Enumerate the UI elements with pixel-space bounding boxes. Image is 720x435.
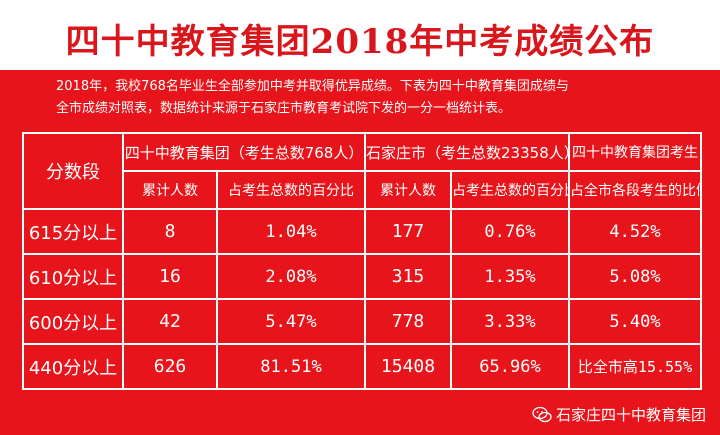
cell-group-percent: 81.51% <box>215 343 367 390</box>
cell-city-percent: 0.76% <box>450 208 571 255</box>
intro-text: 2018年，我校768名毕业生全部参加中考并取得优异成绩。下表为四十中教育集团成… <box>56 76 676 120</box>
header-group-percent: 占考生总数的百分比 <box>215 170 367 210</box>
table-row: 615分以上 8 1.04% 177 0.76% 4.52% <box>22 208 703 255</box>
table-row: 600分以上 42 5.47% 778 3.33% 5.40% <box>22 298 703 345</box>
cell-segment: 600分以上 <box>22 298 124 345</box>
cell-city-cumulative: 778 <box>364 298 453 345</box>
cell-group-cumulative: 16 <box>122 253 218 300</box>
cell-group-cumulative: 626 <box>122 343 218 390</box>
header-city-cumulative: 累计人数 <box>364 170 453 210</box>
cell-city-percent: 1.35% <box>450 253 571 300</box>
cell-group-cumulative: 42 <box>122 298 218 345</box>
header-city: 石家庄市（考生总数23358人） <box>364 132 571 172</box>
cell-ratio: 4.52% <box>568 208 703 255</box>
cell-group-percent: 1.04% <box>215 208 367 255</box>
cell-city-cumulative: 15408 <box>364 343 453 390</box>
table-row: 610分以上 16 2.08% 315 1.35% 5.08% <box>22 253 703 300</box>
watermark-text: 石家庄四十中教育集团 <box>555 406 706 424</box>
score-table: 分数段 四十中教育集团（考生总数768人） 石家庄市（考生总数23358人） 四… <box>22 132 703 390</box>
header-score-segment: 分数段 <box>22 132 124 210</box>
cell-city-percent: 65.96% <box>450 343 571 390</box>
cell-group-percent: 2.08% <box>215 253 367 300</box>
cell-segment: 440分以上 <box>22 343 124 390</box>
header-group: 四十中教育集团（考生总数768人） <box>121 132 367 172</box>
header-ratio-line2: 占全市各段考生的比例 <box>568 170 703 210</box>
cell-segment: 610分以上 <box>22 253 124 300</box>
header-ratio-line1: 四十中教育集团考生 <box>568 132 703 172</box>
cell-ratio: 5.40% <box>568 298 703 345</box>
cell-group-percent: 5.47% <box>215 298 367 345</box>
intro-line-1: 2018年，我校768名毕业生全部参加中考并取得优异成绩。下表为四十中教育集团成… <box>56 79 569 94</box>
watermark: 石家庄四十中教育集团 <box>532 404 706 425</box>
cell-city-cumulative: 315 <box>364 253 453 300</box>
cell-ratio: 5.08% <box>568 253 703 300</box>
cell-ratio: 比全市高15.55% <box>568 343 703 390</box>
cell-group-cumulative: 8 <box>122 208 218 255</box>
table-row: 440分以上 626 81.51% 15408 65.96% 比全市高15.55… <box>22 343 703 390</box>
wechat-icon <box>532 406 552 424</box>
cell-city-percent: 3.33% <box>450 298 571 345</box>
page-title: 四十中教育集团2018年中考成绩公布 <box>65 22 655 62</box>
intro-line-2: 全市成绩对照表，数据统计来源于石家庄市教育考试院下发的一分一档统计表。 <box>56 101 512 116</box>
cell-segment: 615分以上 <box>22 208 124 255</box>
header-group-cumulative: 累计人数 <box>122 170 218 210</box>
cell-city-cumulative: 177 <box>364 208 453 255</box>
title-band <box>0 0 720 70</box>
header-city-percent: 占考生总数的百分比 <box>450 170 571 210</box>
